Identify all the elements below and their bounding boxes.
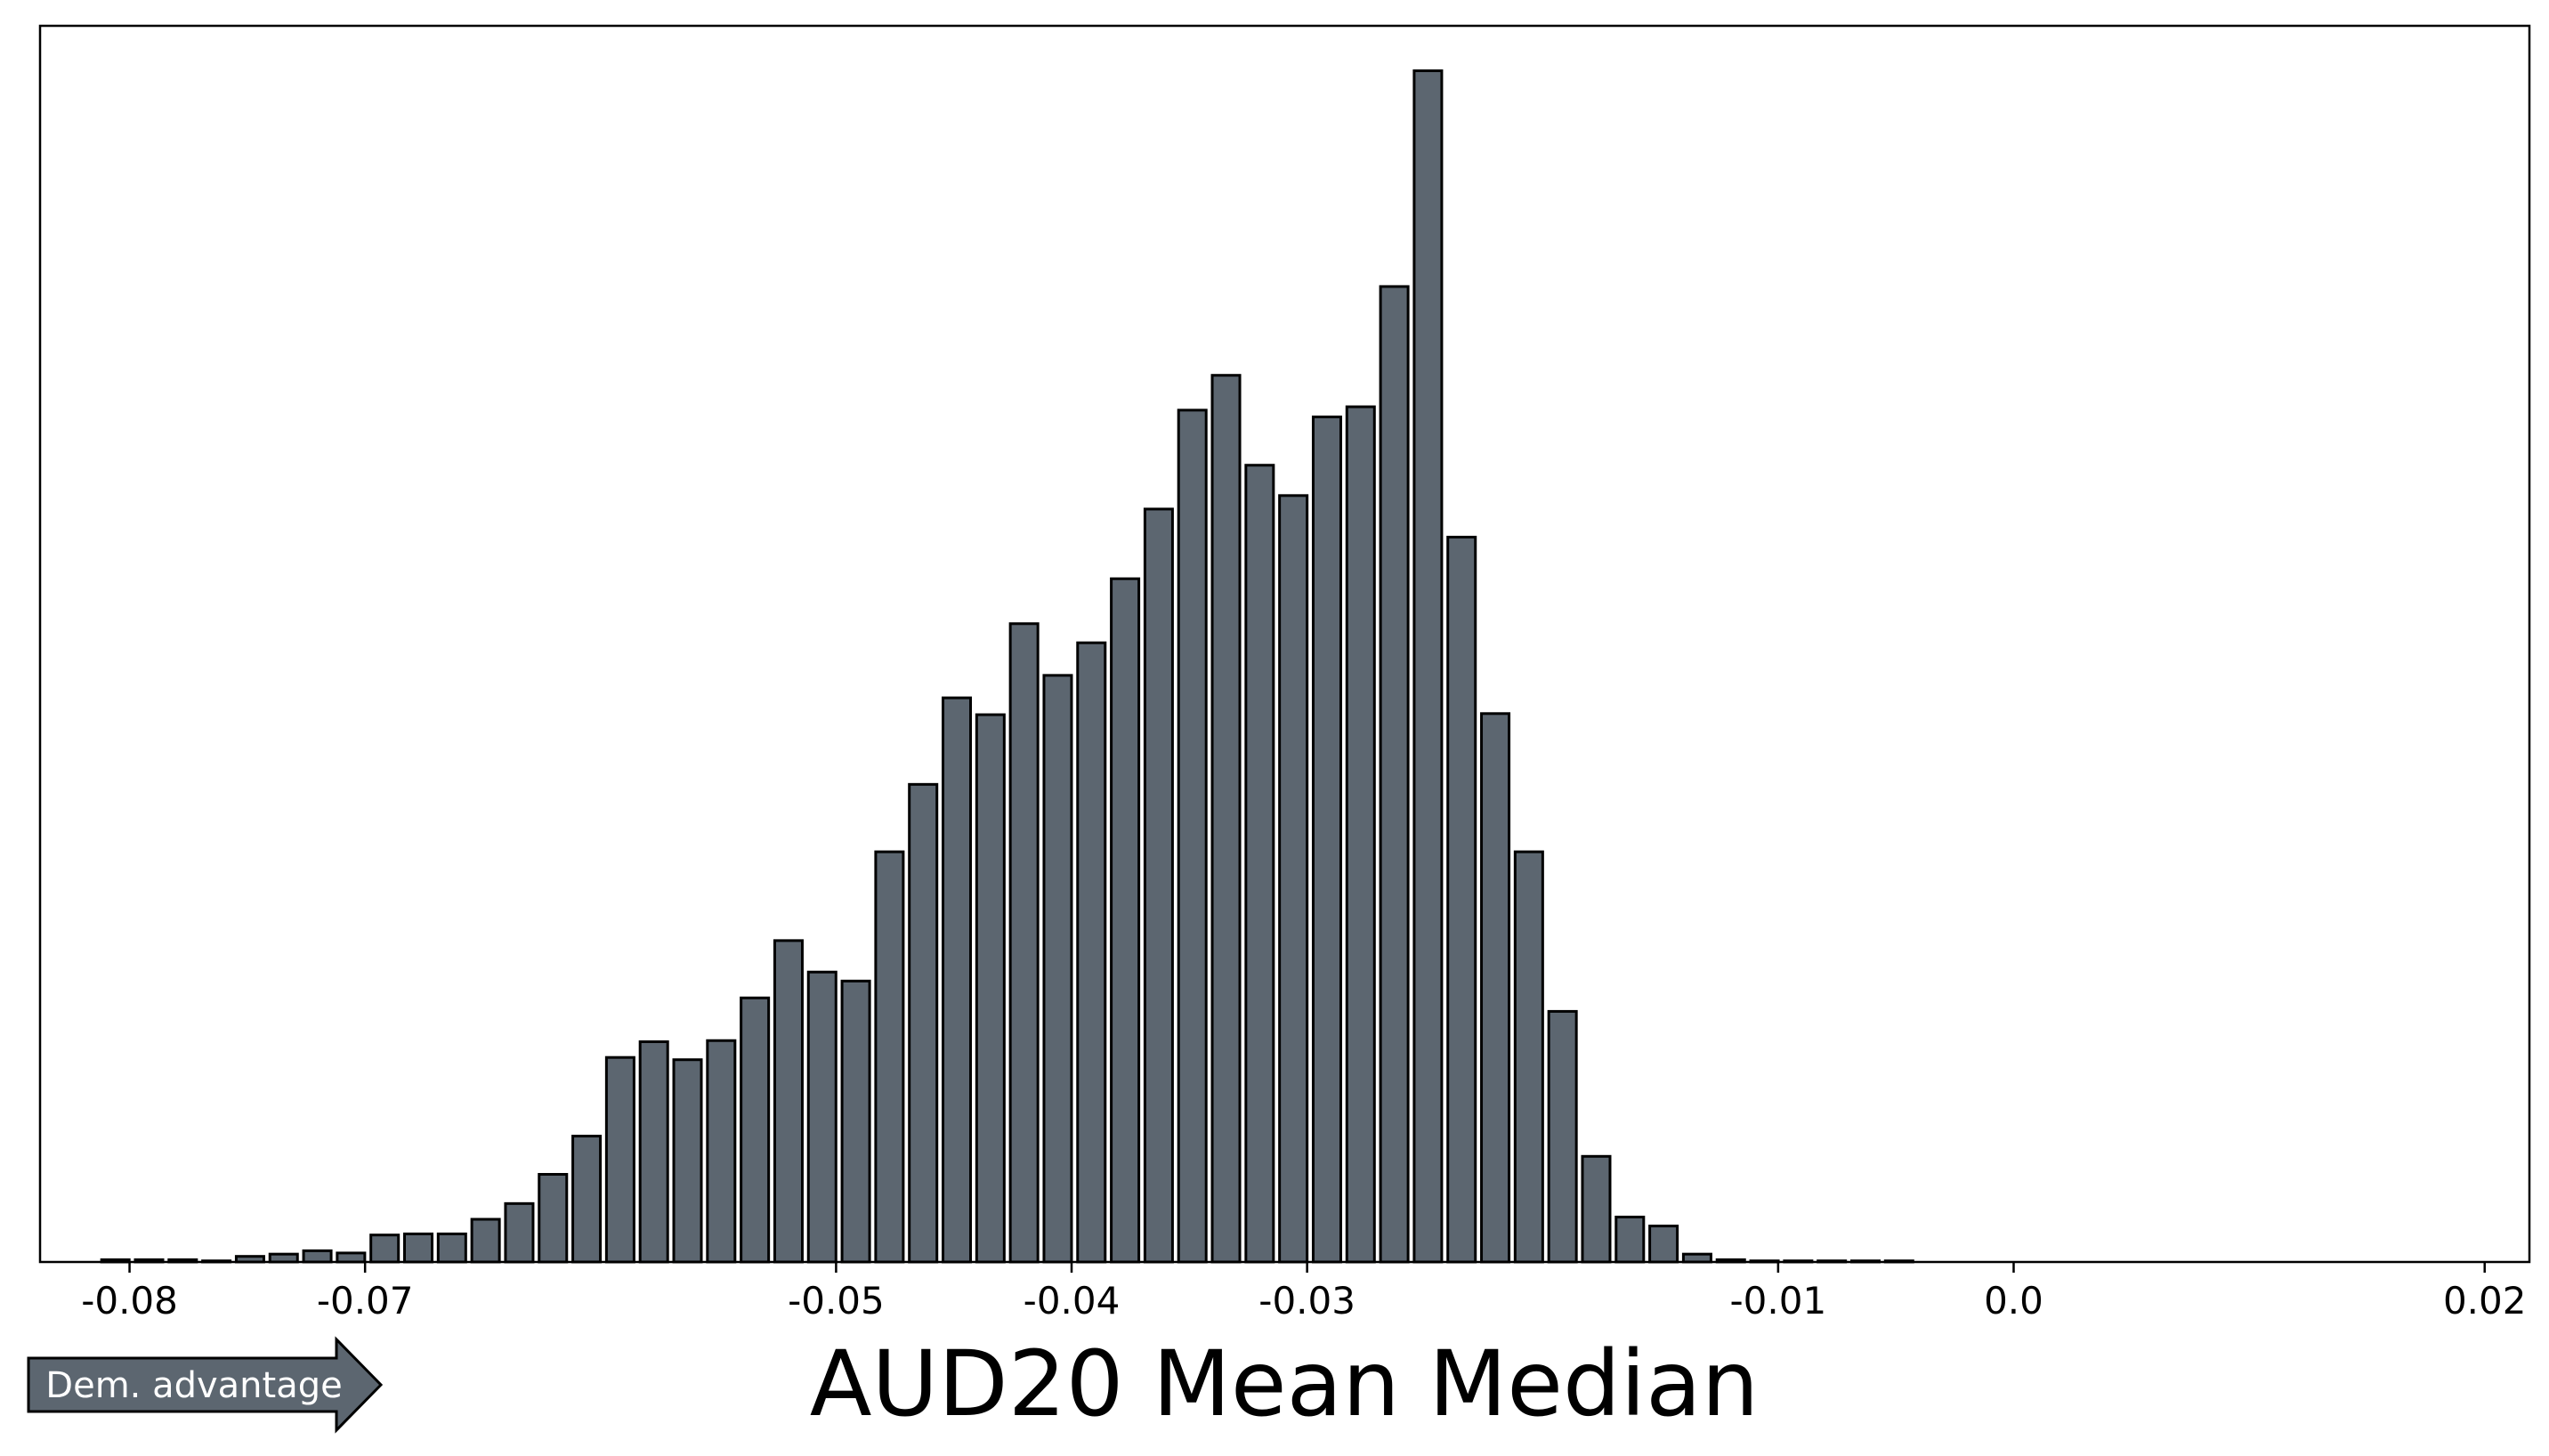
histogram-bar — [1648, 1225, 1679, 1264]
histogram-bar — [1076, 641, 1107, 1264]
histogram-bar — [1210, 374, 1242, 1264]
histogram-bar — [1311, 415, 1342, 1264]
histogram-bar — [773, 939, 804, 1264]
histogram-bar — [302, 1249, 333, 1264]
histogram-bar — [1110, 577, 1141, 1264]
histogram-bar — [706, 1039, 737, 1264]
histogram-bar — [1379, 285, 1410, 1264]
histogram-bar — [1412, 69, 1444, 1264]
x-tick-label: -0.04 — [1024, 1279, 1121, 1323]
histogram-bar — [840, 979, 871, 1264]
x-tick-label: -0.08 — [81, 1279, 178, 1323]
bars-group — [100, 69, 1914, 1264]
histogram-bar — [538, 1173, 569, 1264]
histogram-bar — [1042, 674, 1073, 1264]
histogram-bar — [369, 1234, 401, 1264]
histogram-bar — [1278, 494, 1309, 1264]
histogram-bar — [571, 1135, 603, 1264]
histogram-bar — [1681, 1252, 1712, 1264]
histogram-bar — [874, 850, 905, 1264]
dem-advantage-label: Dem. advantage — [45, 1365, 342, 1406]
histogram-bar — [1143, 507, 1174, 1264]
histogram-bar — [1446, 536, 1477, 1264]
histogram-bar — [672, 1058, 703, 1264]
histogram-bar — [1177, 408, 1208, 1264]
x-tick-label: -0.07 — [317, 1279, 414, 1323]
histogram-bar — [470, 1217, 501, 1264]
histogram-bar — [1547, 1009, 1578, 1264]
histogram-bar — [638, 1040, 669, 1264]
histogram-bar — [1480, 712, 1511, 1264]
x-tick-label: 0.0 — [1984, 1279, 2043, 1323]
histogram-bar — [1614, 1215, 1646, 1264]
histogram-bar — [1581, 1154, 1612, 1264]
histogram-bar — [1244, 464, 1275, 1264]
histogram-bar — [504, 1201, 535, 1264]
histogram-bar — [1008, 622, 1040, 1264]
histogram-bar — [604, 1056, 635, 1264]
x-axis-label: AUD20 Mean Median — [810, 1331, 1760, 1437]
x-axis: -0.08 -0.07 -0.05 -0.04 -0.03 -0.01 0.0 0.02 — [81, 1262, 2526, 1323]
x-tick-label: -0.03 — [1258, 1279, 1355, 1323]
arrow-icon — [27, 1336, 384, 1434]
histogram-bar — [975, 713, 1006, 1264]
histogram-bar — [942, 696, 973, 1264]
histogram-bar — [268, 1252, 299, 1264]
histogram-bar — [336, 1251, 367, 1264]
x-tick-label: -0.01 — [1730, 1279, 1827, 1323]
dem-advantage-arrow: Dem. advantage — [27, 1336, 384, 1434]
histogram-bar — [740, 996, 771, 1264]
plot-frame — [38, 24, 2531, 1264]
histogram-bar — [1513, 850, 1544, 1264]
histogram-bar — [908, 782, 939, 1264]
histogram-bar — [403, 1232, 434, 1264]
histogram-bar — [1345, 405, 1376, 1264]
histogram-bar — [436, 1232, 467, 1264]
x-tick-label: 0.02 — [2443, 1279, 2527, 1323]
x-tick-label: -0.05 — [788, 1279, 885, 1323]
histogram-bar — [806, 970, 838, 1264]
